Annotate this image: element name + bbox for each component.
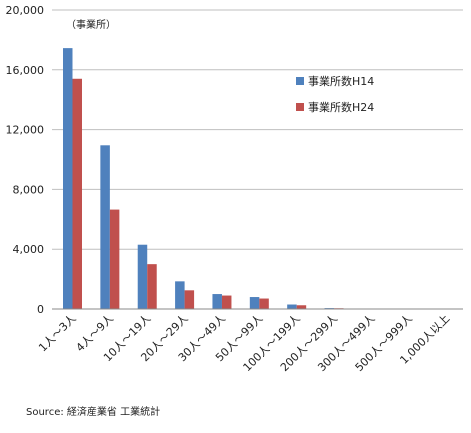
bar-chart: 0 4,000 8,000 12,000 16,000 20,000 1人～3人4人～9人… bbox=[6, 4, 463, 374]
gridlines bbox=[52, 9, 463, 250]
y-tick-label: 8,000 bbox=[13, 183, 45, 196]
bar-h24 bbox=[109, 209, 120, 309]
x-tick-label: 1人～3人 bbox=[36, 312, 78, 354]
y-tick-label: 20,000 bbox=[6, 4, 45, 17]
y-tick-label: 0 bbox=[37, 303, 44, 316]
bar-h24 bbox=[147, 264, 157, 309]
unit-label: （事業所） bbox=[66, 18, 116, 31]
bars bbox=[63, 48, 456, 310]
bar-h14 bbox=[175, 281, 185, 309]
bar-h14 bbox=[212, 294, 222, 309]
legend-label: 事業所数H24 bbox=[308, 101, 374, 114]
bar-h24 bbox=[296, 305, 307, 309]
bar-h24 bbox=[221, 295, 232, 309]
y-tick-label: 12,000 bbox=[6, 124, 45, 137]
bar-h24 bbox=[72, 78, 82, 310]
legend-label: 事業所数H14 bbox=[308, 75, 374, 88]
source-note: Source: 経済産業省 工業統計 bbox=[26, 407, 161, 418]
y-tick-label: 4,000 bbox=[13, 243, 45, 256]
bar-h14 bbox=[100, 145, 110, 309]
bar-h14 bbox=[63, 48, 73, 310]
bar-h14 bbox=[249, 297, 260, 309]
y-axis-ticks: 0 4,000 8,000 12,000 16,000 20,000 bbox=[6, 4, 45, 316]
x-axis-ticks: 1人～3人4人～9人10人～19人20人～29人30人～49人50人～99人10… bbox=[36, 312, 452, 374]
bar-h14 bbox=[287, 304, 297, 309]
bar-h24 bbox=[259, 298, 269, 309]
y-tick-label: 16,000 bbox=[6, 64, 45, 77]
bar-h24 bbox=[184, 290, 195, 309]
legend-swatch bbox=[296, 77, 304, 85]
legend: 事業所数H14 事業所数H24 bbox=[296, 75, 374, 114]
legend-swatch bbox=[296, 103, 304, 111]
bar-h14 bbox=[137, 244, 148, 309]
